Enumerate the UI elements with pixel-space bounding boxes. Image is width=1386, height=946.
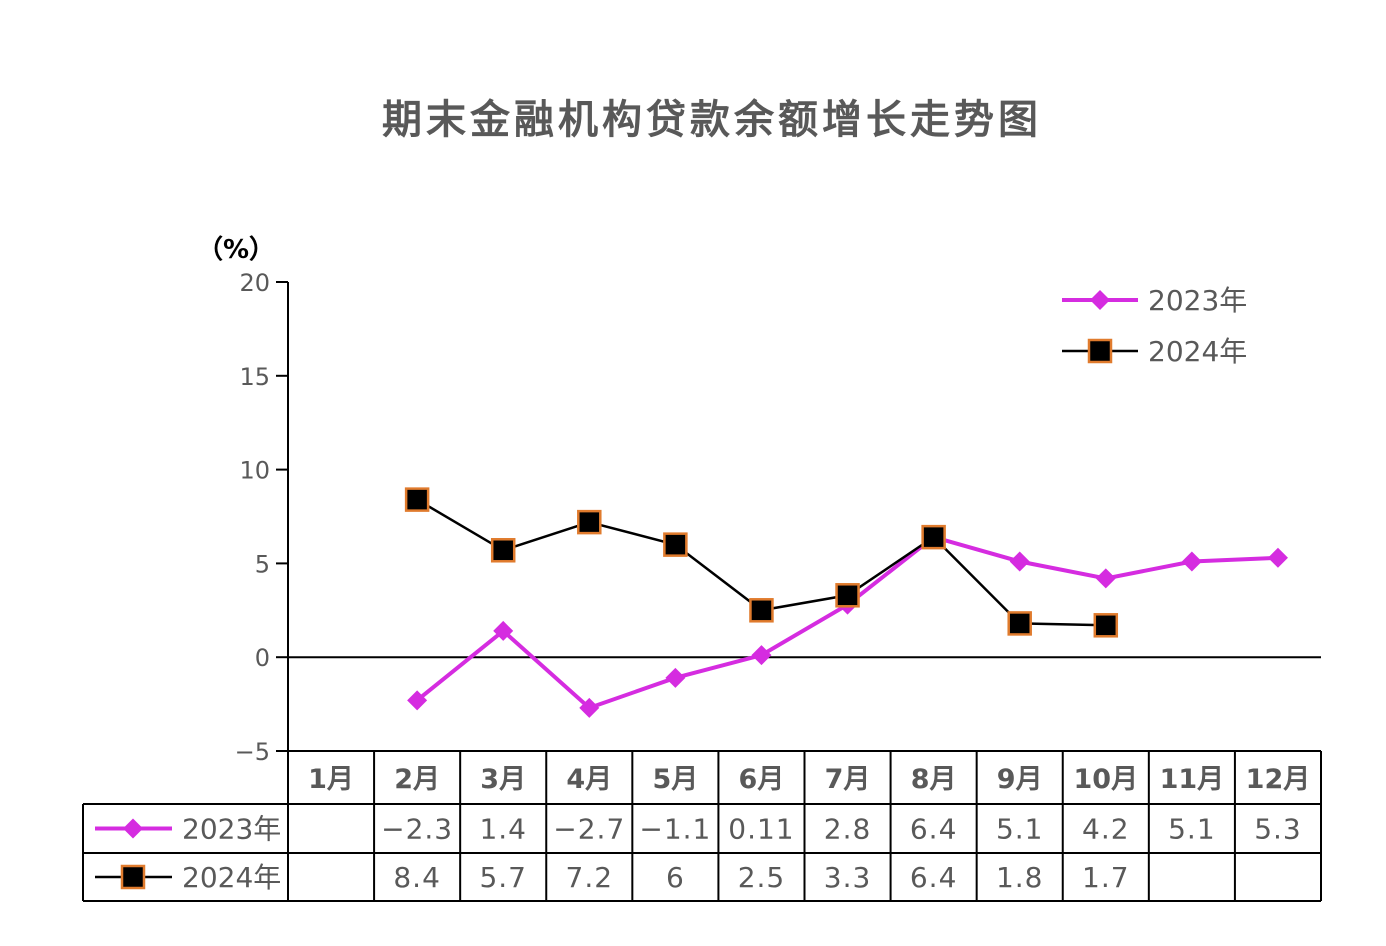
legend-marker (1087, 338, 1113, 364)
data-point-2023年 (665, 667, 686, 688)
data-point-2023年 (493, 620, 514, 641)
data-label: 6.4 (910, 813, 958, 846)
category-label: 2月 (394, 764, 440, 795)
data-point-2024年 (835, 583, 860, 608)
data-point-2024年 (921, 524, 946, 550)
category-label: 9月 (997, 764, 1043, 795)
table-legend-marker (120, 864, 146, 890)
category-label: 7月 (825, 764, 871, 795)
series-markers (404, 487, 1288, 718)
data-label: 2.8 (824, 813, 872, 846)
data-point-2024年 (663, 532, 688, 557)
data-point-2023年 (1009, 551, 1030, 572)
y-tick-label: −5 (235, 738, 270, 766)
category-label: 8月 (911, 764, 957, 795)
data-label: 8.4 (393, 861, 441, 894)
data-label: −2.3 (381, 813, 453, 846)
y-tick-label: 20 (239, 269, 270, 297)
data-point-2023年 (1267, 547, 1288, 568)
chart-title: 期末金融机构贷款余额增长走势图 (382, 97, 1042, 143)
data-point-2023年 (1181, 551, 1202, 572)
data-label: −2.7 (553, 813, 625, 846)
data-point-2023年 (407, 690, 428, 711)
category-label: 1月 (308, 764, 354, 795)
category-label: 3月 (480, 764, 526, 795)
axes: 20 15 10 5 0 −5 (235, 269, 1321, 766)
data-label: 1.4 (479, 813, 527, 846)
category-label: 11月 (1160, 764, 1225, 795)
data-label: 1.7 (1082, 861, 1130, 894)
legend-label: 2024年 (1148, 335, 1247, 368)
data-label: 5.1 (996, 813, 1044, 846)
data-label: 4.2 (1082, 813, 1130, 846)
data-point-2024年 (404, 487, 430, 512)
legend-label: 2023年 (1148, 284, 1247, 317)
category-label: 10月 (1074, 764, 1139, 795)
data-point-2024年 (1007, 611, 1032, 636)
y-tick-label: 0 (255, 644, 270, 672)
data-label: 6 (666, 861, 685, 894)
y-tick-label: 5 (255, 550, 270, 578)
data-label: 5.1 (1168, 813, 1216, 846)
category-label: 4月 (566, 764, 612, 795)
data-point-2024年 (749, 598, 774, 623)
data-point-2024年 (490, 538, 516, 563)
y-tick-label: 10 (239, 457, 270, 485)
data-label: −1.1 (639, 813, 711, 846)
data-point-2024年 (1093, 613, 1119, 638)
table-series-name: 2023年 (182, 813, 281, 846)
data-point-2024年 (577, 509, 602, 535)
data-label: 0.11 (728, 813, 794, 846)
table-legend-marker (123, 818, 143, 839)
category-label: 6月 (739, 764, 785, 795)
category-label: 5月 (652, 764, 698, 795)
data-label: 7.2 (566, 861, 614, 894)
data-label: 3.3 (824, 861, 872, 894)
data-label: 5.7 (479, 861, 527, 894)
data-point-2023年 (579, 697, 600, 718)
data-label: 5.3 (1254, 813, 1302, 846)
data-point-2023年 (1095, 568, 1116, 589)
data-label: 1.8 (996, 861, 1044, 894)
legend-marker (1090, 290, 1110, 310)
data-label: 2.5 (738, 861, 786, 894)
table-series-name: 2024年 (182, 861, 281, 894)
data-label: 6.4 (910, 861, 958, 894)
series-line-2023年 (415, 534, 1279, 711)
y-tick-label: 15 (239, 363, 270, 391)
data-point-2023年 (751, 645, 772, 666)
y-unit-label: （%） (197, 235, 275, 265)
category-label: 12月 (1246, 764, 1311, 795)
legend: 2023年 2024年 (1062, 284, 1247, 368)
